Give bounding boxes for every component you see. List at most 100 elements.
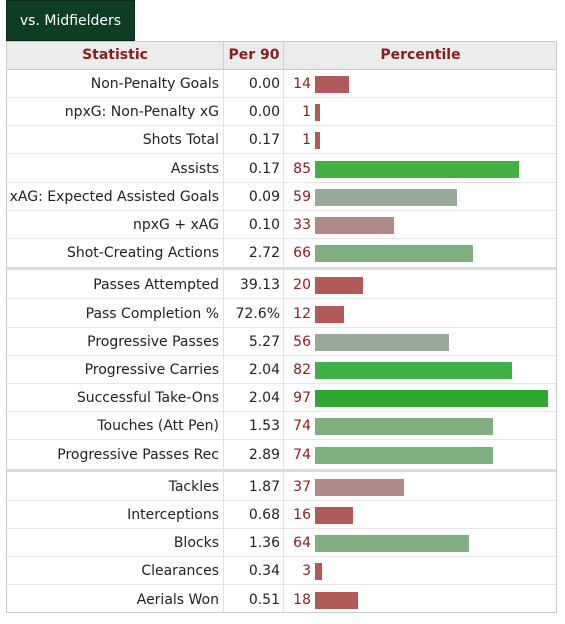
per90-value: 2.89 xyxy=(248,446,280,463)
percentile-bar xyxy=(315,478,404,496)
table-row: npxG: Non-Penalty xG 0.00 1 xyxy=(7,98,556,127)
table-row: npxG + xAG 0.10 33 xyxy=(7,211,556,239)
stat-label: Pass Completion % xyxy=(85,305,219,322)
percentile-bar xyxy=(315,305,344,323)
per90-value: 0.09 xyxy=(248,188,280,205)
percentile-value: 82 xyxy=(293,362,311,378)
percentile-value: 74 xyxy=(293,418,311,435)
percentile-value: 56 xyxy=(293,333,311,350)
percentile-value: 20 xyxy=(293,277,311,294)
table-row: Passes Attempted 39.13 20 xyxy=(7,271,556,300)
percentile-table: Statistic Per 90 Percentile Non-Penalty … xyxy=(6,41,557,613)
percentile-bar xyxy=(315,333,449,351)
percentile-value: 18 xyxy=(293,591,311,608)
stat-label: Shots Total xyxy=(142,132,219,149)
column-header-per90: Per 90 xyxy=(223,42,284,69)
percentile-value: 14 xyxy=(293,76,311,92)
percentile-bar xyxy=(315,418,493,436)
table-row: Successful Take-Ons 2.04 97 xyxy=(7,384,556,413)
per90-value: 72.6% xyxy=(235,305,280,322)
percentile-bar xyxy=(315,362,512,379)
table-row: Pass Completion % 72.6% 12 xyxy=(7,300,556,328)
percentile-value: 74 xyxy=(293,446,311,463)
percentile-bar xyxy=(315,76,349,93)
per90-value: 0.10 xyxy=(248,217,280,233)
percentile-bar xyxy=(315,160,519,178)
percentile-bar xyxy=(315,563,322,581)
stat-label: Clearances xyxy=(141,563,219,580)
percentile-value: 97 xyxy=(293,390,311,407)
percentile-bar xyxy=(315,277,363,295)
per90-value: 1.53 xyxy=(248,418,280,435)
percentile-bar xyxy=(315,535,469,553)
column-divider xyxy=(283,70,284,612)
table-row: Assists 0.17 85 xyxy=(7,155,556,183)
per90-value: 1.36 xyxy=(248,535,280,552)
percentile-value: 1 xyxy=(302,104,311,121)
per90-value: 0.17 xyxy=(248,160,280,177)
stat-label: xAG: Expected Assisted Goals xyxy=(9,188,219,205)
percentile-value: 37 xyxy=(293,478,311,495)
percentile-value: 3 xyxy=(302,563,311,580)
stat-label: Blocks xyxy=(173,535,219,552)
stat-label: Aerials Won xyxy=(136,591,219,608)
percentile-value: 59 xyxy=(293,188,311,205)
stat-label: npxG + xAG xyxy=(133,217,219,233)
per90-value: 39.13 xyxy=(239,277,280,294)
percentile-bar xyxy=(315,507,353,524)
table-row: Progressive Carries 2.04 82 xyxy=(7,356,556,384)
table-row: Shots Total 0.17 1 xyxy=(7,126,556,155)
group-separator xyxy=(7,267,556,271)
percentile-value: 1 xyxy=(302,132,311,149)
column-divider xyxy=(223,70,224,612)
per90-value: 0.17 xyxy=(248,132,280,149)
per90-value: 0.34 xyxy=(248,563,280,580)
stat-label: Progressive Carries xyxy=(84,362,219,378)
column-header-percentile: Percentile xyxy=(283,42,557,69)
table-header: Statistic Per 90 Percentile xyxy=(7,42,556,70)
per90-value: 2.04 xyxy=(248,362,280,378)
tab-vs-midfielders[interactable]: vs. Midfielders xyxy=(6,0,135,41)
percentile-value: 85 xyxy=(293,160,311,177)
percentile-value: 64 xyxy=(293,535,311,552)
table-row: Interceptions 0.68 16 xyxy=(7,501,556,529)
percentile-bar xyxy=(315,132,320,150)
table-row: Tackles 1.87 37 xyxy=(7,473,556,501)
per90-value: 2.72 xyxy=(248,245,280,262)
table-row: Clearances 0.34 3 xyxy=(7,557,556,586)
stat-label: Interceptions xyxy=(127,507,219,523)
table-row: Touches (Att Pen) 1.53 74 xyxy=(7,412,556,441)
per90-value: 0.00 xyxy=(248,76,280,92)
group-separator xyxy=(7,468,556,472)
stat-label: Touches (Att Pen) xyxy=(97,418,219,435)
table-row: Progressive Passes 5.27 56 xyxy=(7,328,556,356)
percentile-value: 66 xyxy=(293,245,311,262)
table-row: Non-Penalty Goals 0.00 14 xyxy=(7,70,556,98)
percentile-bar xyxy=(315,188,457,206)
per90-value: 2.04 xyxy=(248,390,280,407)
stat-label: npxG: Non-Penalty xG xyxy=(64,104,219,121)
per90-value: 1.87 xyxy=(248,478,280,495)
stat-label: Successful Take-Ons xyxy=(76,390,219,407)
percentile-value: 12 xyxy=(293,305,311,322)
table-row: Shot-Creating Actions 2.72 66 xyxy=(7,239,556,267)
stat-label: Progressive Passes xyxy=(87,333,219,350)
table-row: Blocks 1.36 64 xyxy=(7,529,556,558)
stat-label: Non-Penalty Goals xyxy=(90,76,219,92)
table-row: xAG: Expected Assisted Goals 0.09 59 xyxy=(7,183,556,211)
per90-value: 0.51 xyxy=(248,591,280,608)
stat-label: Assists xyxy=(170,160,219,177)
stat-label: Shot-Creating Actions xyxy=(66,245,219,262)
percentile-bar xyxy=(315,591,358,609)
percentile-value: 33 xyxy=(293,217,311,233)
table-row: Progressive Passes Rec 2.89 74 xyxy=(7,441,556,469)
column-header-statistic: Statistic xyxy=(82,47,148,63)
stat-label: Passes Attempted xyxy=(93,277,219,294)
table-row: Aerials Won 0.51 18 xyxy=(7,586,556,614)
percentile-bar xyxy=(315,390,548,408)
per90-value: 0.68 xyxy=(248,507,280,523)
percentile-bar xyxy=(315,446,493,464)
percentile-bar xyxy=(315,217,394,234)
percentile-bar xyxy=(315,245,473,263)
stat-label: Progressive Passes Rec xyxy=(57,446,219,463)
